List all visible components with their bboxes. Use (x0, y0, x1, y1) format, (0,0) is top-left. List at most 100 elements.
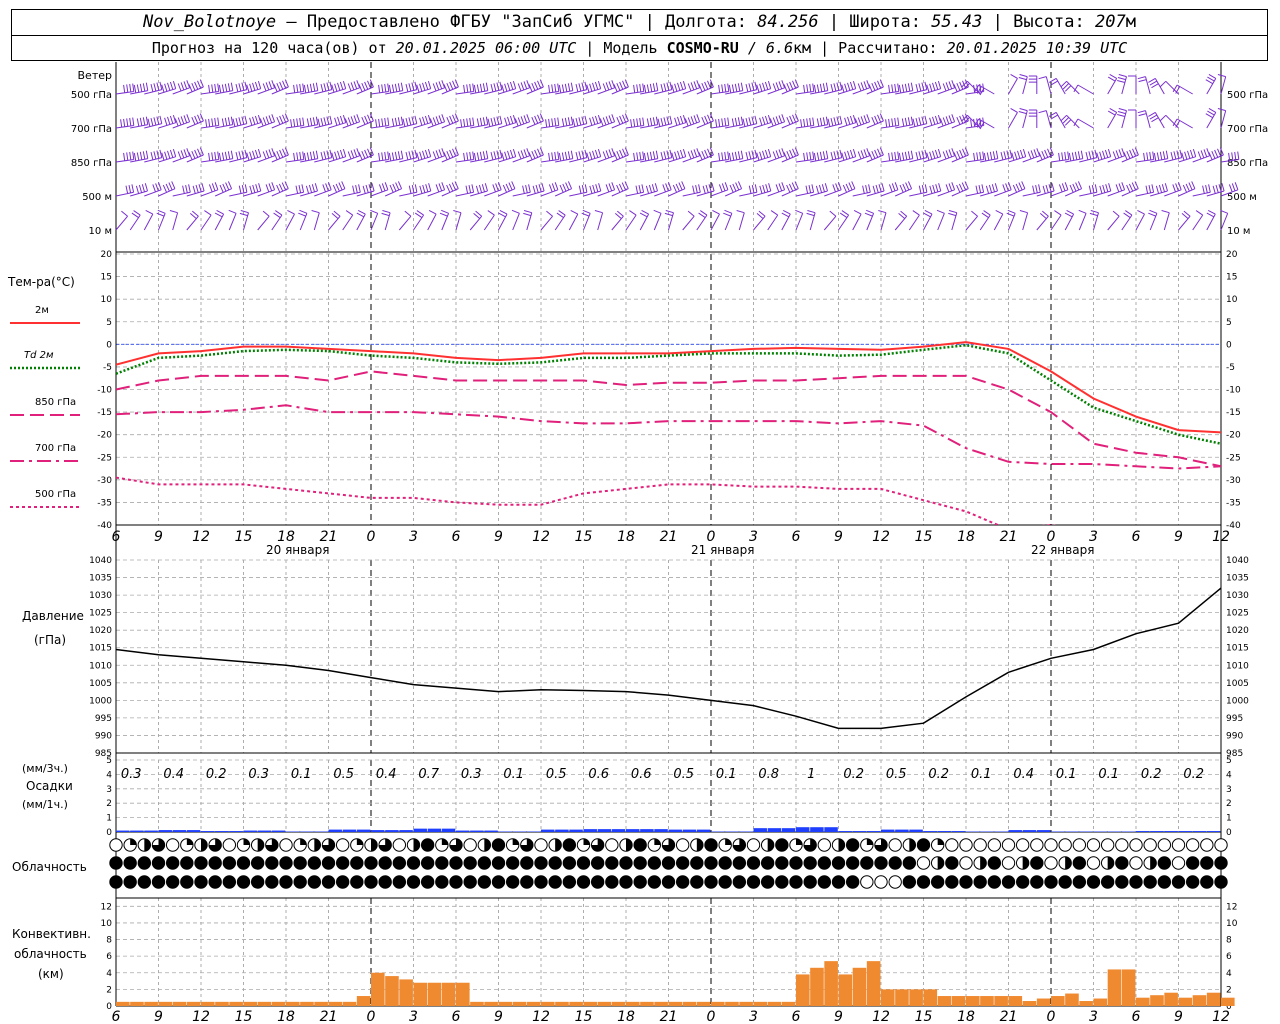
wind-barb (512, 114, 531, 129)
wind-barb (824, 182, 842, 197)
wind-barb (1022, 184, 1041, 197)
wind-barb (1107, 182, 1126, 197)
wind-barb (838, 80, 857, 95)
convective-bar (555, 1001, 569, 1006)
wind-barb (824, 81, 843, 95)
wind-barb (1220, 209, 1229, 231)
cloud-fill (866, 838, 874, 845)
wind-barb (1028, 75, 1038, 94)
cloud-fill (243, 838, 250, 845)
wind-barb (767, 182, 786, 197)
wind-barb (1028, 109, 1038, 128)
wind-barb (569, 149, 588, 163)
convective-bar (215, 1001, 229, 1006)
temp-series-line (116, 341, 1221, 434)
cloud-fill (1214, 856, 1228, 870)
cloud-fill (449, 856, 463, 870)
cloud-fill (201, 838, 208, 852)
pressure-ytick-left: 1000 (89, 696, 112, 706)
wind-barb (200, 182, 219, 197)
cloud-fill (463, 856, 477, 870)
cloud-fill (1002, 875, 1015, 889)
cloud-symbol (1115, 838, 1129, 852)
wind-barb (228, 209, 237, 231)
convective-ytick-left: 0 (106, 1002, 112, 1012)
wind-barb (484, 149, 503, 163)
wind-barb (639, 209, 650, 231)
wind-level-label-right: 850 гПа (1227, 158, 1268, 169)
wind-barb (427, 148, 446, 163)
wind-barb (736, 210, 745, 231)
convective-bar (866, 961, 881, 1006)
precip-bar (810, 827, 824, 832)
convective-bar (1093, 998, 1108, 1006)
wind-barb (413, 148, 432, 163)
wind-barb (581, 209, 591, 231)
wind-barb (795, 184, 815, 197)
pressure-ytick-right: 1015 (1226, 644, 1249, 654)
wind-barb (710, 83, 730, 95)
wind-barb (398, 210, 412, 231)
temp-series-line (116, 343, 1221, 445)
wind-barb (399, 115, 418, 129)
precip-bar (951, 831, 966, 832)
temp-series-line (116, 404, 1221, 470)
wind-barb (781, 79, 799, 95)
cloud-fill (109, 856, 123, 870)
wind-barb (781, 113, 799, 129)
wind-barb (200, 83, 220, 95)
cloud-fill (407, 875, 420, 889)
precip-bar (767, 828, 782, 832)
cloud-fill (279, 875, 293, 889)
time-label-bottom: 18 (277, 1009, 295, 1024)
cloud-symbol (959, 838, 973, 852)
cloud-symbol (874, 875, 888, 889)
cloud-fill (818, 856, 831, 870)
wind-level-label-left: 10 м (89, 226, 112, 237)
cloud-fill (718, 875, 732, 889)
wind-barb (129, 210, 141, 231)
cloud-fill (350, 875, 364, 889)
cloud-fill (492, 875, 505, 889)
wind-barb (864, 209, 875, 231)
time-label-bottom: 6 (452, 1009, 461, 1024)
cloud-fill (648, 875, 661, 889)
alt-unit: м (1125, 12, 1136, 32)
wind-level-label-right: 10 м (1227, 226, 1250, 237)
cloud-fill (1107, 856, 1114, 870)
cloud-fill (492, 856, 505, 870)
wind-barb (824, 115, 843, 129)
wind-barb (923, 80, 942, 95)
wind-barb (441, 113, 459, 129)
wind-barb (498, 148, 517, 163)
convective-bar (512, 1001, 527, 1006)
cloud-fill (223, 875, 236, 889)
time-label-bottom: 12 (532, 1009, 550, 1024)
precip-3h-total: 0.5 (546, 767, 567, 782)
wind-barb (399, 81, 418, 95)
time-label-bottom: 9 (1174, 1009, 1183, 1024)
cloud-symbol (463, 838, 477, 852)
wind-barb (682, 80, 701, 95)
wind-barb (285, 117, 305, 129)
convective-bar (1206, 992, 1221, 1006)
temp-ytick-left: -15 (97, 408, 112, 418)
cloud-symbol (605, 838, 619, 852)
precip-bar (456, 830, 470, 832)
wind-barb (271, 147, 289, 163)
wind-barb (1117, 108, 1127, 129)
cloud-fill (945, 875, 959, 889)
cloud-fill (138, 875, 151, 889)
cloud-fill (520, 856, 534, 870)
pressure-ytick-right: 985 (1226, 749, 1243, 759)
wind-barb (300, 150, 319, 163)
wind-barb (144, 81, 163, 95)
precip-bar (1008, 830, 1022, 832)
wind-barb (1036, 183, 1055, 197)
cloud-fill (704, 856, 718, 870)
cloud-fill (775, 856, 789, 870)
wind-barb (781, 147, 799, 163)
pressure-ytick-right: 1005 (1226, 679, 1249, 689)
time-label-bottom: 3 (409, 1009, 418, 1024)
wind-barb (526, 147, 544, 163)
